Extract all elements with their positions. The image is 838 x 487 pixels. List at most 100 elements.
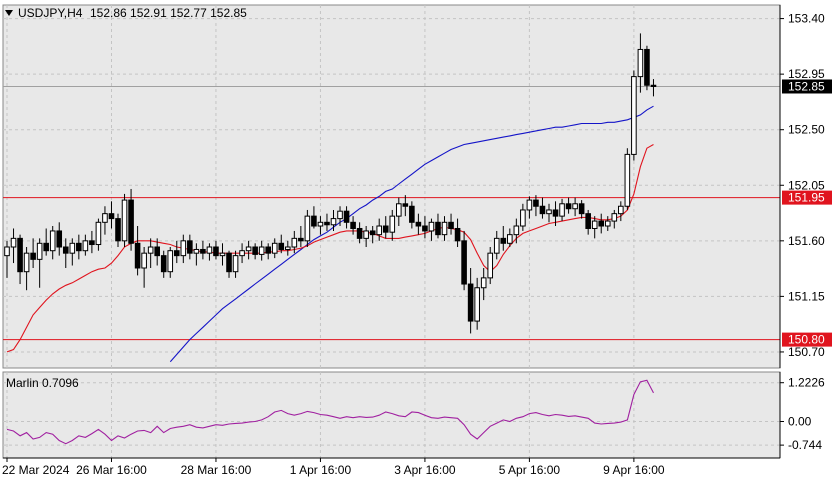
candle [173, 240, 180, 264]
candle-body-bull [10, 237, 17, 248]
candle-body-bull [167, 250, 174, 273]
candle-body-bear [252, 246, 258, 255]
level-badge [782, 190, 832, 205]
indicator-y-tick-label: 1.2226 [788, 376, 825, 390]
candle-body-bull [49, 230, 56, 252]
candle [402, 195, 409, 217]
candle-body-bull [631, 76, 637, 155]
candle [350, 216, 356, 235]
x-tick-label: 3 Apr 16:00 [394, 463, 456, 477]
candle [180, 234, 187, 264]
candle-body-bear [598, 220, 605, 227]
candle [43, 228, 49, 256]
candle [650, 79, 657, 97]
candle-body-bull [507, 234, 513, 244]
candle [591, 216, 598, 239]
candle-body-bear [62, 246, 69, 254]
candle [89, 230, 95, 254]
candle [206, 243, 213, 261]
candle-body-bull [206, 246, 213, 254]
indicator-y-tick-label: -0.744 [788, 438, 822, 452]
candle [415, 213, 422, 235]
candle [644, 45, 650, 91]
candle-body-bull [428, 221, 435, 232]
candle-body-bear [56, 230, 63, 248]
candle-body-bear [128, 199, 134, 244]
dropdown-triangle-icon[interactable] [5, 10, 13, 16]
candle [258, 240, 265, 261]
candle [585, 209, 591, 235]
candle [232, 250, 239, 278]
symbol-label: USDJPY,H4 [18, 6, 83, 20]
candle [618, 201, 624, 222]
candle-body-bull [330, 218, 337, 226]
candle-body-bull [572, 203, 578, 210]
candle-body-bull [304, 215, 311, 242]
x-tick-label: 5 Apr 16:00 [499, 463, 561, 477]
candle [578, 200, 585, 219]
candle-body-bull [271, 242, 278, 254]
candle [95, 218, 102, 251]
main-plot-area[interactable] [2, 4, 781, 369]
candle-body-bear [539, 205, 546, 215]
candle [487, 247, 494, 285]
candle [271, 238, 278, 259]
candle [435, 213, 441, 239]
candle [213, 240, 219, 260]
candle-body-bear [409, 205, 415, 223]
candle-body-bear [226, 252, 232, 273]
candle [154, 238, 160, 266]
candle [598, 213, 605, 234]
candle-body-bear [435, 221, 441, 236]
candle-body-bull [258, 246, 265, 255]
candle [539, 197, 546, 219]
candle [56, 222, 63, 256]
ohlc-label: 152.86 152.91 152.77 152.85 [90, 6, 247, 20]
candle [304, 209, 311, 247]
candle [461, 230, 467, 291]
candle [552, 201, 559, 227]
candle [572, 197, 578, 217]
x-tick-label: 26 Mar 16:00 [76, 463, 147, 477]
candle [291, 230, 298, 254]
candle [526, 196, 533, 219]
level-badge-label: 150.80 [788, 333, 825, 347]
candle [363, 226, 369, 247]
candle [4, 240, 10, 278]
candle-body-bear [644, 48, 650, 86]
candle [441, 216, 448, 241]
x-tick-label: 9 Apr 16:00 [603, 463, 665, 477]
y-tick-label: 150.70 [788, 345, 825, 359]
candle [219, 243, 226, 266]
candle-body-bull [611, 213, 618, 222]
candle-body-bear [76, 242, 82, 252]
candle-body-bull [520, 209, 526, 227]
candle-body-bull [441, 221, 448, 236]
candle [631, 70, 637, 161]
candle [330, 209, 337, 231]
candle [62, 238, 69, 268]
candle [559, 198, 565, 222]
candle-body-bear [565, 203, 572, 210]
candle [376, 218, 383, 241]
candle [369, 226, 376, 244]
candle [187, 234, 193, 260]
candle-body-bull [193, 248, 200, 254]
candle [317, 216, 324, 235]
candle [546, 203, 552, 223]
candle [82, 234, 89, 256]
ma-slow-line [169, 105, 654, 363]
candle [30, 238, 36, 268]
candle-body-bear [30, 252, 36, 260]
candle-body-bull [4, 246, 10, 257]
candle [533, 195, 539, 217]
candle-body-bull [637, 48, 644, 78]
candle [356, 222, 363, 244]
candle [160, 250, 167, 278]
candle [565, 197, 572, 214]
candle-body-bull [624, 153, 631, 207]
candle [298, 226, 304, 247]
candle-body-bear [324, 221, 330, 226]
candle-body-bear [585, 213, 591, 229]
